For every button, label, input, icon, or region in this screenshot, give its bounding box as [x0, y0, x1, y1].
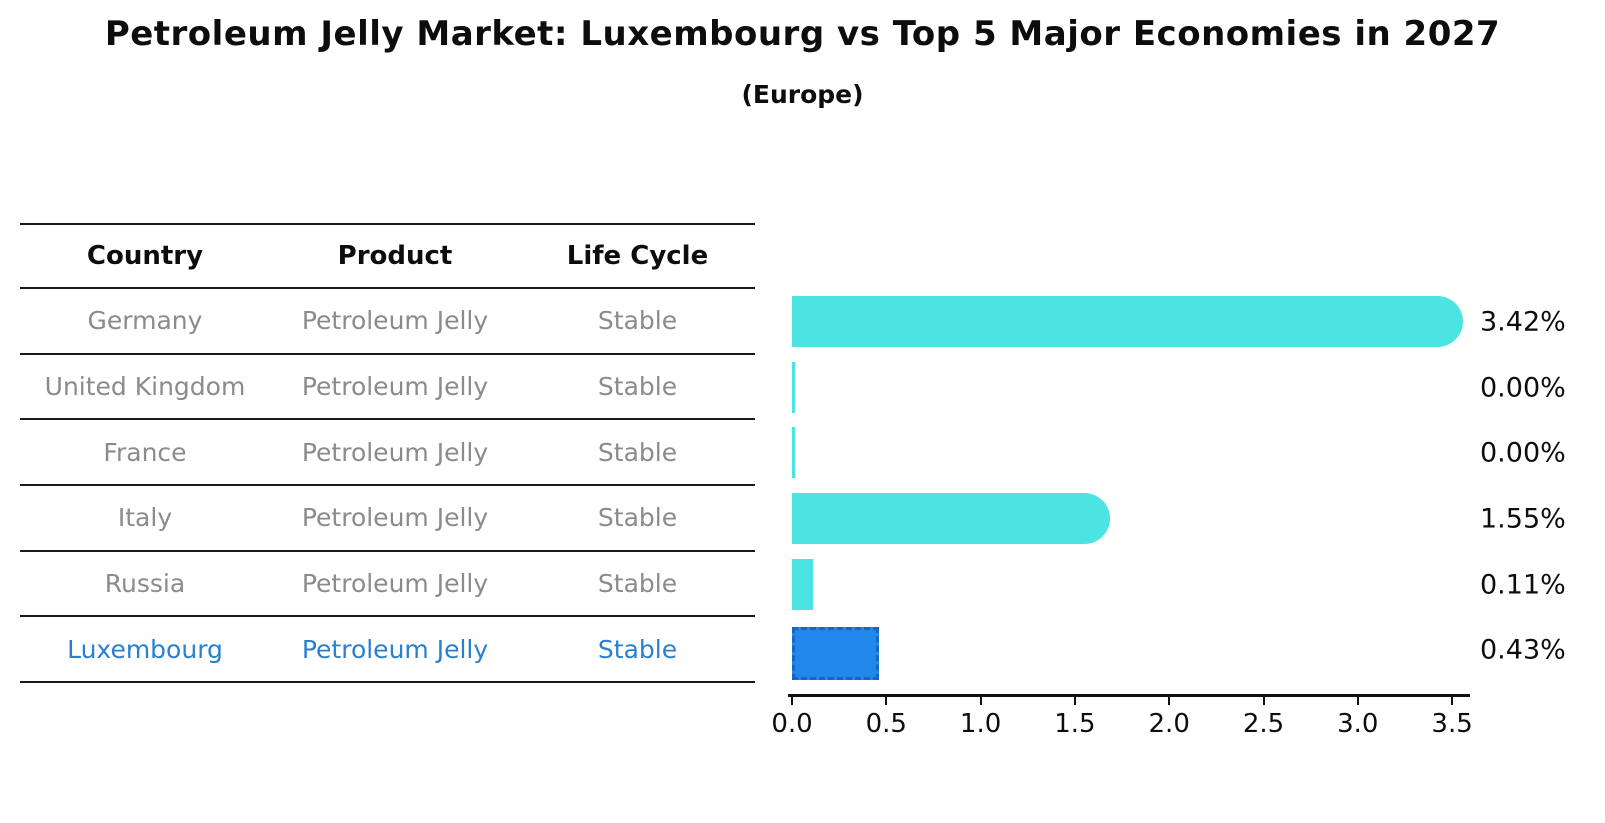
tick-mark	[1451, 696, 1454, 705]
bar-france	[792, 427, 795, 479]
bar-row-germany: 3.42%	[792, 289, 1605, 355]
col-header-life-cycle: Life Cycle	[566, 241, 709, 271]
page-subtitle: (Europe)	[741, 80, 864, 109]
product-cell: Petroleum Jelly	[301, 503, 489, 533]
product-cell: Petroleum Jelly	[301, 372, 489, 402]
country-cell: France	[103, 437, 187, 467]
bar-germany	[792, 296, 1463, 347]
table-row-france: France Petroleum Jelly Stable	[20, 420, 755, 487]
table-row-russia: Russia Petroleum Jelly Stable	[20, 552, 755, 618]
life-cycle-cell: Stable	[597, 503, 678, 533]
life-cycle-cell: Stable	[597, 306, 678, 336]
bar-row-italy: 1.55%	[792, 486, 1605, 552]
x-axis-ticks: 0.0 0.5 1.0 1.5 2.0 2.5 3.0 3.5	[771, 696, 1473, 746]
comparison-table: Country Product Life Cycle Germany Petro…	[20, 223, 755, 684]
product-cell: Petroleum Jelly	[301, 306, 489, 336]
x-tick-label: 1.0	[959, 709, 1002, 739]
country-cell: Germany	[87, 306, 203, 336]
bar-row-russia: 0.11%	[792, 552, 1605, 618]
life-cycle-cell: Stable	[597, 569, 678, 599]
bar-row-france: 0.00%	[792, 420, 1605, 486]
bar-italy	[792, 493, 1111, 545]
x-tick-label: 3.0	[1337, 709, 1379, 739]
tick-mark	[1168, 696, 1171, 705]
table-row-italy: Italy Petroleum Jelly Stable	[20, 486, 755, 552]
value-label-france: 0.00%	[1480, 437, 1566, 469]
value-label-united-kingdom: 0.00%	[1480, 372, 1566, 404]
col-header-country: Country	[86, 241, 204, 271]
bar-russia	[792, 558, 813, 610]
product-cell: Petroleum Jelly	[301, 569, 489, 599]
bar-luxembourg	[792, 626, 880, 680]
x-tick-label: 2.5	[1242, 709, 1285, 739]
x-tick-label: 0.0	[771, 709, 813, 739]
tick-mark	[979, 696, 982, 705]
bar-chart: 3.42% 0.00% 0.00% 1.55% 0.11% 0.43%	[792, 289, 1605, 683]
x-axis-line	[788, 694, 1470, 697]
country-cell: United Kingdom	[44, 372, 246, 402]
tick-mark	[791, 696, 793, 705]
tick-mark	[1262, 696, 1265, 705]
tick-mark	[885, 696, 888, 705]
value-label-germany: 3.42%	[1480, 306, 1566, 338]
life-cycle-cell: Stable	[597, 437, 678, 467]
bar-row-united-kingdom: 0.00%	[792, 355, 1605, 421]
tick-mark	[1073, 696, 1076, 705]
life-cycle-cell: Stable	[597, 372, 678, 402]
table-row-germany: Germany Petroleum Jelly Stable	[20, 289, 755, 355]
x-tick-label: 2.0	[1148, 709, 1190, 739]
country-cell: Russia	[104, 569, 186, 599]
value-label-russia: 0.11%	[1480, 569, 1566, 601]
col-header-product: Product	[337, 241, 453, 271]
product-cell: Petroleum Jelly	[301, 437, 489, 467]
tick-mark	[1356, 696, 1359, 705]
table-header-row: Country Product Life Cycle	[20, 223, 755, 289]
x-tick-label: 3.5	[1431, 709, 1473, 739]
bar-united-kingdom	[792, 361, 795, 413]
value-label-luxembourg: 0.43%	[1480, 634, 1566, 666]
country-cell: Luxembourg	[67, 634, 223, 664]
table-row-luxembourg: Luxembourg Petroleum Jelly Stable	[20, 617, 755, 684]
life-cycle-cell: Stable	[597, 634, 678, 664]
value-label-italy: 1.55%	[1480, 503, 1566, 535]
page-title: Petroleum Jelly Market: Luxembourg vs To…	[104, 14, 1501, 54]
x-tick-label: 0.5	[865, 709, 907, 739]
x-tick-label: 1.5	[1054, 709, 1096, 739]
table-row-united-kingdom: United Kingdom Petroleum Jelly Stable	[20, 355, 755, 421]
bar-row-luxembourg: 0.43%	[792, 618, 1605, 684]
product-cell: Petroleum Jelly	[301, 634, 489, 664]
country-cell: Italy	[117, 503, 173, 533]
